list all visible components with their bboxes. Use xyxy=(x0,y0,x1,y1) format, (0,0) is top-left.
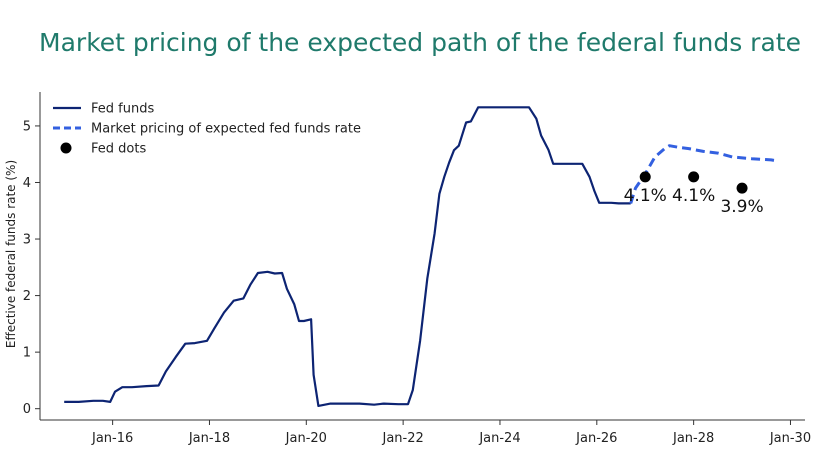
x-tick-label: Jan-30 xyxy=(769,431,811,446)
fed-dot-marker xyxy=(736,182,748,194)
x-tick-label: Jan-24 xyxy=(478,431,520,446)
legend-label: Market pricing of expected fed funds rat… xyxy=(91,122,361,137)
x-tick-label: Jan-16 xyxy=(91,431,133,446)
legend-dot-swatch xyxy=(60,142,72,154)
chart-title: Market pricing of the expected path of t… xyxy=(39,28,801,57)
legend-label: Fed funds xyxy=(91,102,154,117)
x-tick-label: Jan-26 xyxy=(575,431,617,446)
y-tick-label: 0 xyxy=(23,402,31,417)
y-tick-label: 2 xyxy=(23,289,31,304)
y-tick-label: 3 xyxy=(23,233,31,248)
series-layer: 4.1% 4.1%3.9% xyxy=(64,106,779,407)
y-tick-label: 1 xyxy=(23,346,31,361)
x-tick-label: Jan-22 xyxy=(381,431,423,446)
fed-dot-label: 3.9% xyxy=(720,197,763,217)
y-tick-label: 5 xyxy=(23,119,31,134)
x-tick-label: Jan-20 xyxy=(285,431,327,446)
y-axis-title: Effective federal funds rate (%) xyxy=(4,160,18,348)
fed-dot-label: 4.1% xyxy=(624,186,667,206)
fed-dot-marker xyxy=(688,171,700,183)
fed-dot-marker xyxy=(639,171,651,183)
legend-label: Fed dots xyxy=(91,142,146,157)
fed-dot-label: 4.1% xyxy=(672,186,715,206)
x-tick-label: Jan-18 xyxy=(188,431,230,446)
legend: Fed funds Market pricing of expected fed … xyxy=(53,102,361,157)
fed-funds-line xyxy=(64,106,631,407)
axes: 0 1 2 3 4 5 Jan-16 Jan-18 Jan-20 Jan-22 Jan-24 Jan-… xyxy=(4,92,811,446)
x-tick-label: Jan-28 xyxy=(672,431,714,446)
y-tick-label: 4 xyxy=(23,176,31,191)
market-pricing-line xyxy=(629,144,779,204)
